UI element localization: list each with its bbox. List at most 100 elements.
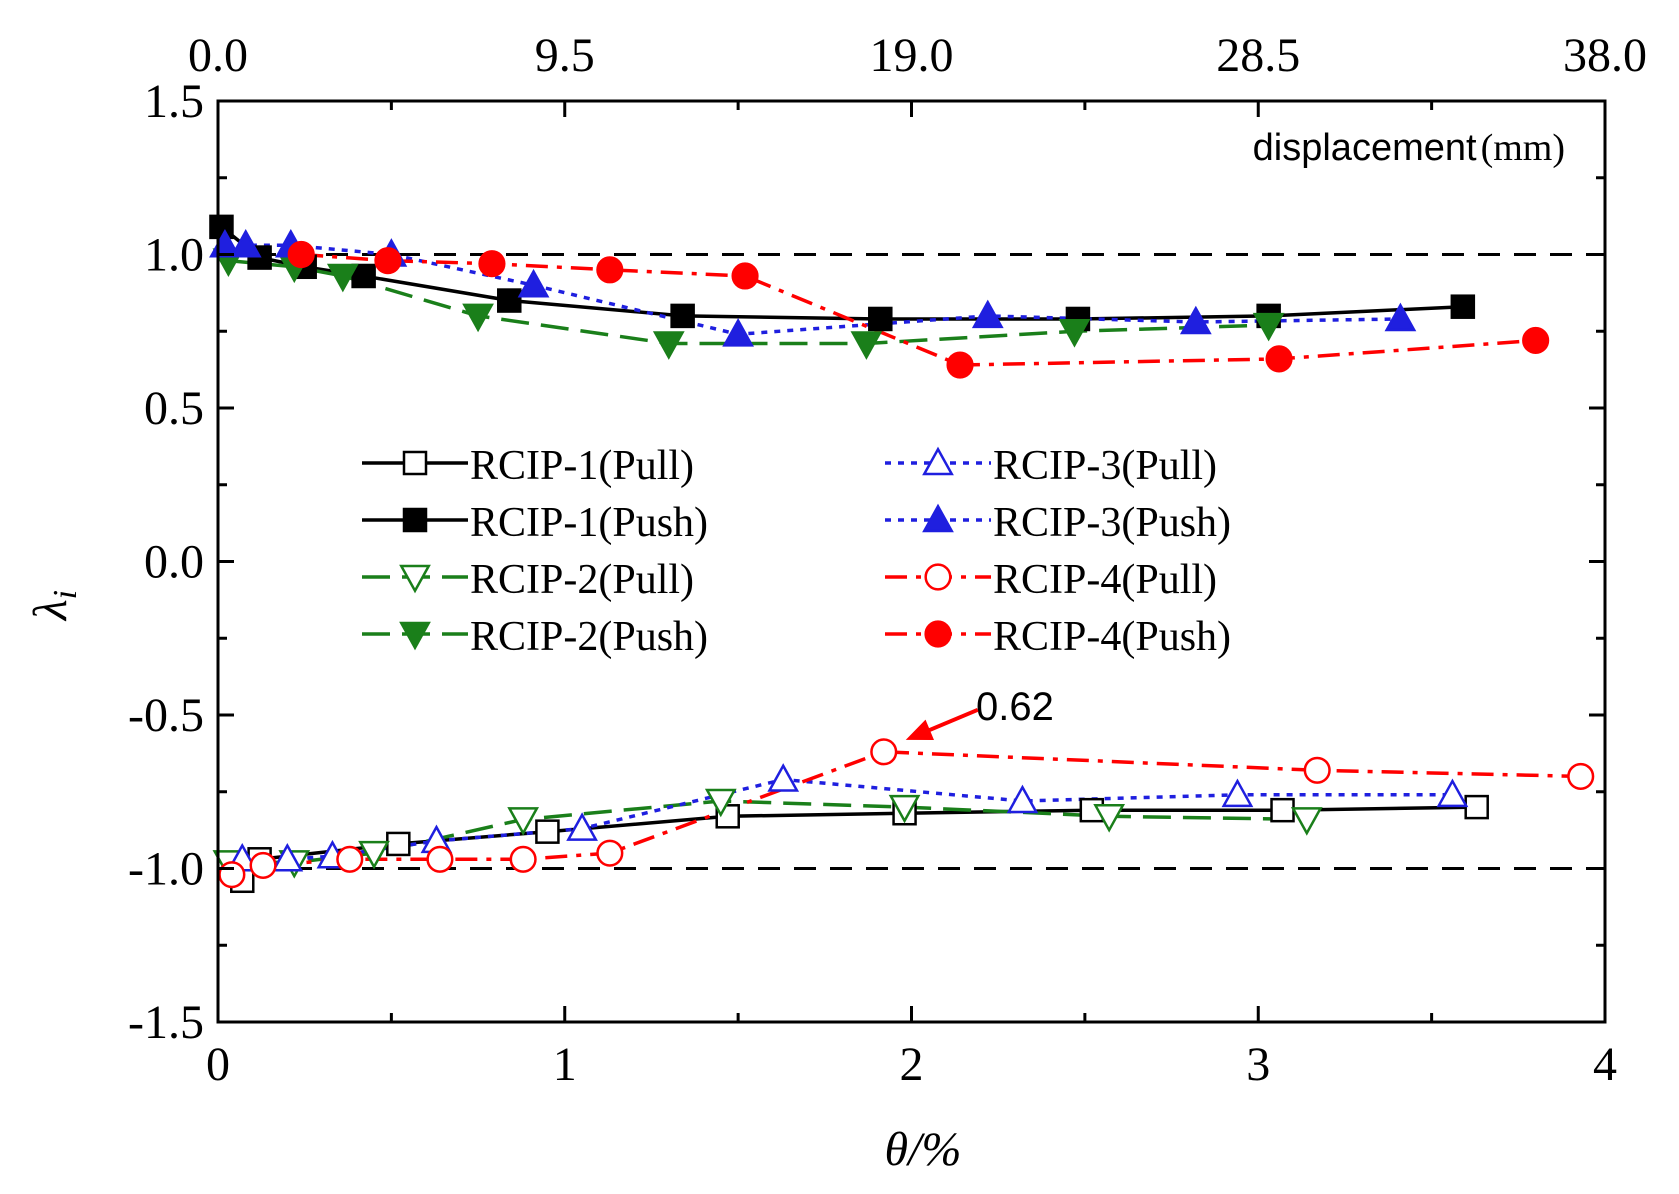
data-point — [509, 845, 537, 873]
y-axis-label: λi — [24, 590, 84, 622]
top-tick-label: 0.0 — [188, 29, 248, 82]
annotation-arrow-head — [905, 719, 934, 740]
data-point — [1058, 319, 1091, 348]
data-point — [336, 845, 364, 873]
data-point — [326, 263, 359, 293]
series-markers — [209, 214, 1595, 894]
data-point — [507, 807, 540, 836]
x-tick-label: 3 — [1246, 1038, 1270, 1091]
legend-marker — [399, 564, 431, 594]
data-point — [209, 214, 234, 240]
data-point — [1290, 807, 1323, 836]
data-point — [946, 351, 974, 379]
legend-marker — [924, 563, 952, 591]
data-point — [767, 763, 800, 792]
data-point — [888, 794, 921, 824]
data-point — [870, 738, 898, 766]
data-point — [462, 303, 494, 333]
data-point — [229, 228, 262, 258]
legend-label: RCIP-3(Push) — [993, 500, 1231, 546]
top-axis-label-unit: (mm) — [1481, 127, 1565, 169]
data-point — [971, 299, 1004, 329]
data-point — [1384, 302, 1417, 332]
legend-marker — [922, 503, 954, 533]
data-point — [1179, 305, 1212, 335]
data-point — [426, 845, 454, 873]
legend-label: RCIP-1(Pull) — [470, 443, 694, 489]
legend-marker — [924, 620, 952, 648]
data-point — [1093, 804, 1126, 833]
data-point — [271, 842, 304, 872]
data-point — [704, 788, 737, 818]
y-tick-label: 1.0 — [144, 229, 204, 282]
data-point — [1450, 294, 1476, 319]
tick-labels: 0 1 2 3 4 0.0 9.5 19.0 28.5 38.0 1.5 1.0 0.5 0.0 -0.5 -… — [128, 29, 1647, 1091]
top-tick-label: 38.0 — [1563, 29, 1647, 82]
data-point — [1270, 797, 1295, 823]
top-axis-label-text: displacement — [1253, 127, 1477, 169]
data-point — [868, 306, 893, 332]
data-point — [287, 240, 315, 269]
data-point — [731, 262, 759, 290]
top-tick-label: 19.0 — [870, 29, 954, 82]
annotation-label: 0.62 — [976, 685, 1054, 729]
legend-marker — [402, 507, 428, 533]
data-point — [1522, 326, 1550, 355]
legend-label: RCIP-4(Push) — [993, 614, 1231, 660]
legend-label: RCIP-3(Pull) — [993, 443, 1217, 489]
data-point — [1303, 756, 1331, 784]
data-point — [517, 268, 550, 298]
y-tick-label: 0.5 — [144, 382, 204, 435]
legend-marker — [922, 446, 954, 476]
series-line-4 — [228, 258, 1269, 346]
data-point — [535, 819, 560, 844]
data-point — [722, 317, 754, 347]
data-point — [670, 303, 695, 329]
y-tick-label: -1.5 — [128, 996, 204, 1049]
data-point — [1221, 778, 1254, 808]
annotation: 0.62 — [905, 685, 1054, 740]
plot-frame — [216, 99, 1607, 1024]
x-tick-label: 4 — [1593, 1038, 1617, 1091]
legend-label: RCIP-2(Pull) — [470, 557, 694, 603]
series-line-8 — [301, 252, 1536, 367]
x-tick-label: 2 — [900, 1038, 924, 1091]
top-tick-label: 28.5 — [1216, 29, 1300, 82]
series-lines — [220, 225, 1581, 882]
data-point — [1252, 312, 1285, 342]
y-tick-label: 1.5 — [144, 75, 204, 128]
data-point — [218, 861, 246, 889]
data-point — [1006, 784, 1039, 814]
data-point — [1464, 794, 1489, 820]
data-point — [596, 839, 624, 867]
y-axis-label-sub: i — [47, 590, 84, 599]
data-point — [566, 812, 598, 841]
series-line-2 — [220, 225, 1463, 321]
data-point — [386, 831, 411, 857]
data-point — [1567, 762, 1595, 790]
legend-label: RCIP-2(Push) — [470, 614, 708, 660]
series-line-3 — [228, 799, 1307, 865]
data-point — [497, 288, 522, 313]
top-axis-label: displacement (mm) — [1253, 127, 1565, 169]
data-point — [652, 331, 685, 360]
data-point — [1265, 345, 1293, 373]
y-tick-label: 0.0 — [144, 536, 204, 589]
data-point — [1436, 778, 1469, 808]
data-point — [351, 263, 376, 289]
data-point — [596, 256, 624, 284]
reference-lines — [218, 253, 1605, 870]
data-point — [850, 331, 883, 360]
legend-marker — [402, 450, 428, 476]
data-point — [249, 851, 277, 879]
x-axis-label: θ/% — [885, 1123, 962, 1176]
y-axis-label-main: λ — [24, 599, 77, 622]
data-point — [374, 247, 402, 275]
legend-marker — [399, 621, 431, 651]
top-tick-label: 9.5 — [535, 29, 595, 82]
data-point — [358, 840, 390, 870]
x-tick-label: 1 — [553, 1038, 577, 1091]
y-tick-label: -1.0 — [128, 843, 204, 896]
